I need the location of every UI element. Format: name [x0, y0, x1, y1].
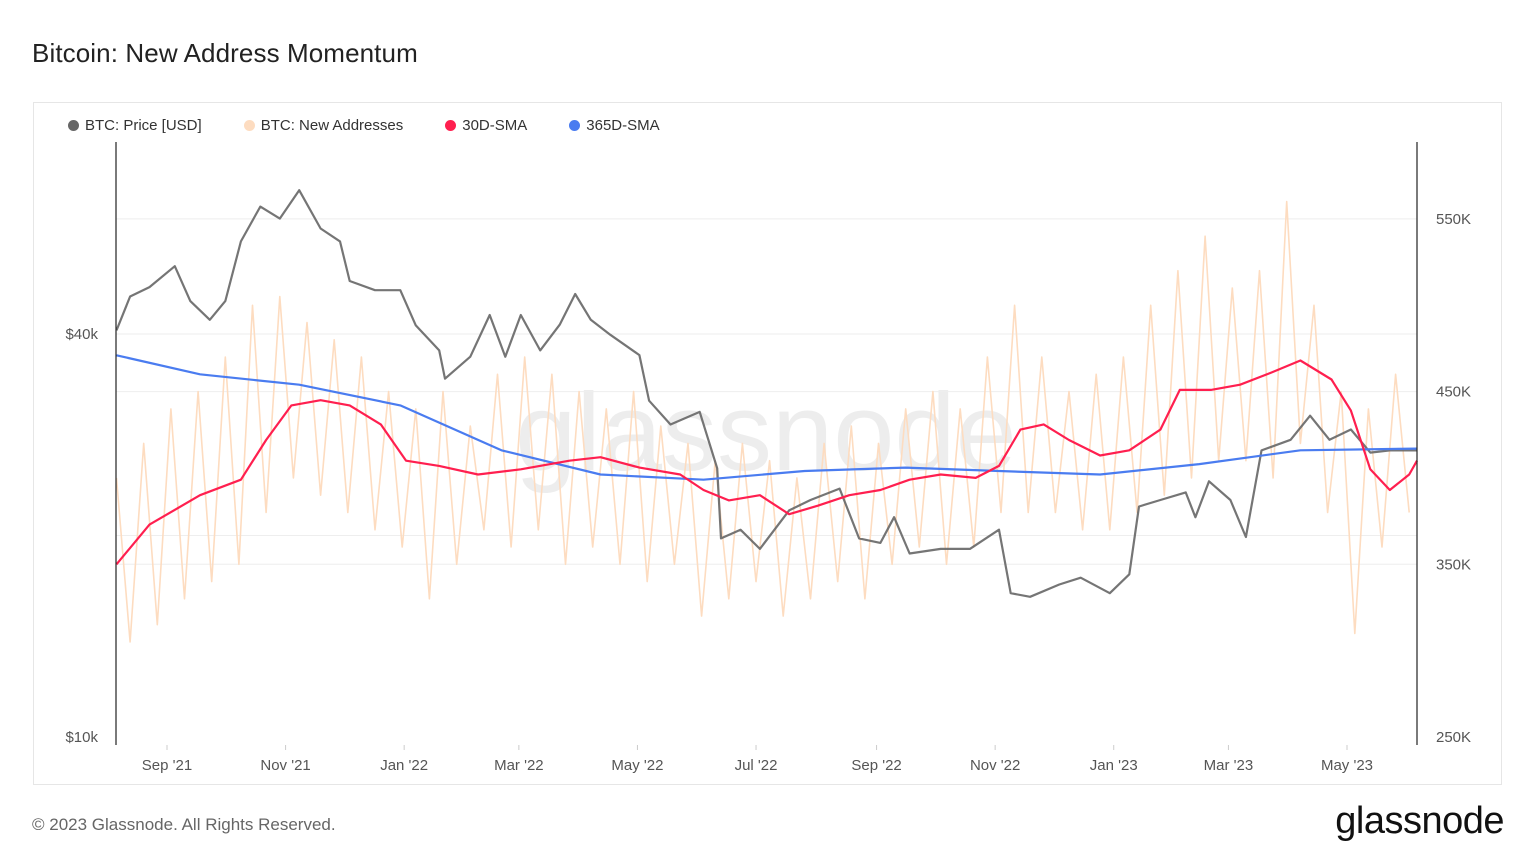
series-line-btc-price-usd-	[115, 189, 1417, 598]
y-right-tick-label: 550K	[1436, 211, 1471, 228]
legend-label: BTC: Price [USD]	[85, 117, 202, 134]
x-tick-label: Jan '22	[380, 757, 428, 774]
x-tick-label: May '23	[1321, 757, 1373, 774]
x-tick-label: Mar '23	[1204, 757, 1254, 774]
x-tick-label: Sep '21	[142, 757, 192, 774]
x-tick-label: Jan '23	[1090, 757, 1138, 774]
chart-card	[33, 102, 1502, 785]
y-right-tick-label: 250K	[1436, 729, 1471, 746]
legend-label: 30D-SMA	[462, 117, 528, 134]
x-tick-label: May '22	[611, 757, 663, 774]
series-line-btc-new-addresses	[115, 200, 1410, 643]
glassnode-logo: glassnode	[1335, 800, 1504, 842]
y-right-tick-label: 450K	[1436, 384, 1471, 401]
legend-item-365d-sma[interactable]: 365D-SMA	[569, 117, 660, 134]
legend-dot-icon	[569, 120, 581, 131]
legend-dot-icon	[243, 120, 255, 131]
x-tick-label: Jul '22	[735, 757, 778, 774]
legend: BTC: Price [USD] BTC: New Addresses 30D-…	[68, 117, 702, 134]
copyright-footer: © 2023 Glassnode. All Rights Reserved.	[32, 815, 336, 834]
legend-label: 365D-SMA	[586, 117, 660, 134]
y-left-tick-label: $10k	[65, 729, 98, 746]
series-line-365d-sma	[116, 354, 1418, 481]
legend-dot-icon	[445, 120, 457, 131]
legend-dot-icon	[68, 120, 79, 131]
series-line-30d-sma	[115, 359, 1418, 566]
x-tick-label: Mar '22	[494, 757, 544, 774]
legend-item-new-addresses[interactable]: BTC: New Addresses	[243, 117, 404, 134]
x-tick-label: Nov '21	[260, 757, 310, 774]
legend-label: BTC: New Addresses	[260, 117, 404, 134]
y-right-tick-label: 350K	[1436, 556, 1471, 573]
x-tick-label: Nov '22	[970, 757, 1020, 774]
y-left-tick-label: $40k	[65, 326, 98, 343]
x-tick-label: Sep '22	[851, 757, 901, 774]
legend-item-30d-sma[interactable]: 30D-SMA	[445, 117, 527, 134]
page-title: Bitcoin: New Address Momentum	[32, 38, 418, 68]
legend-item-price[interactable]: BTC: Price [USD]	[68, 117, 202, 134]
